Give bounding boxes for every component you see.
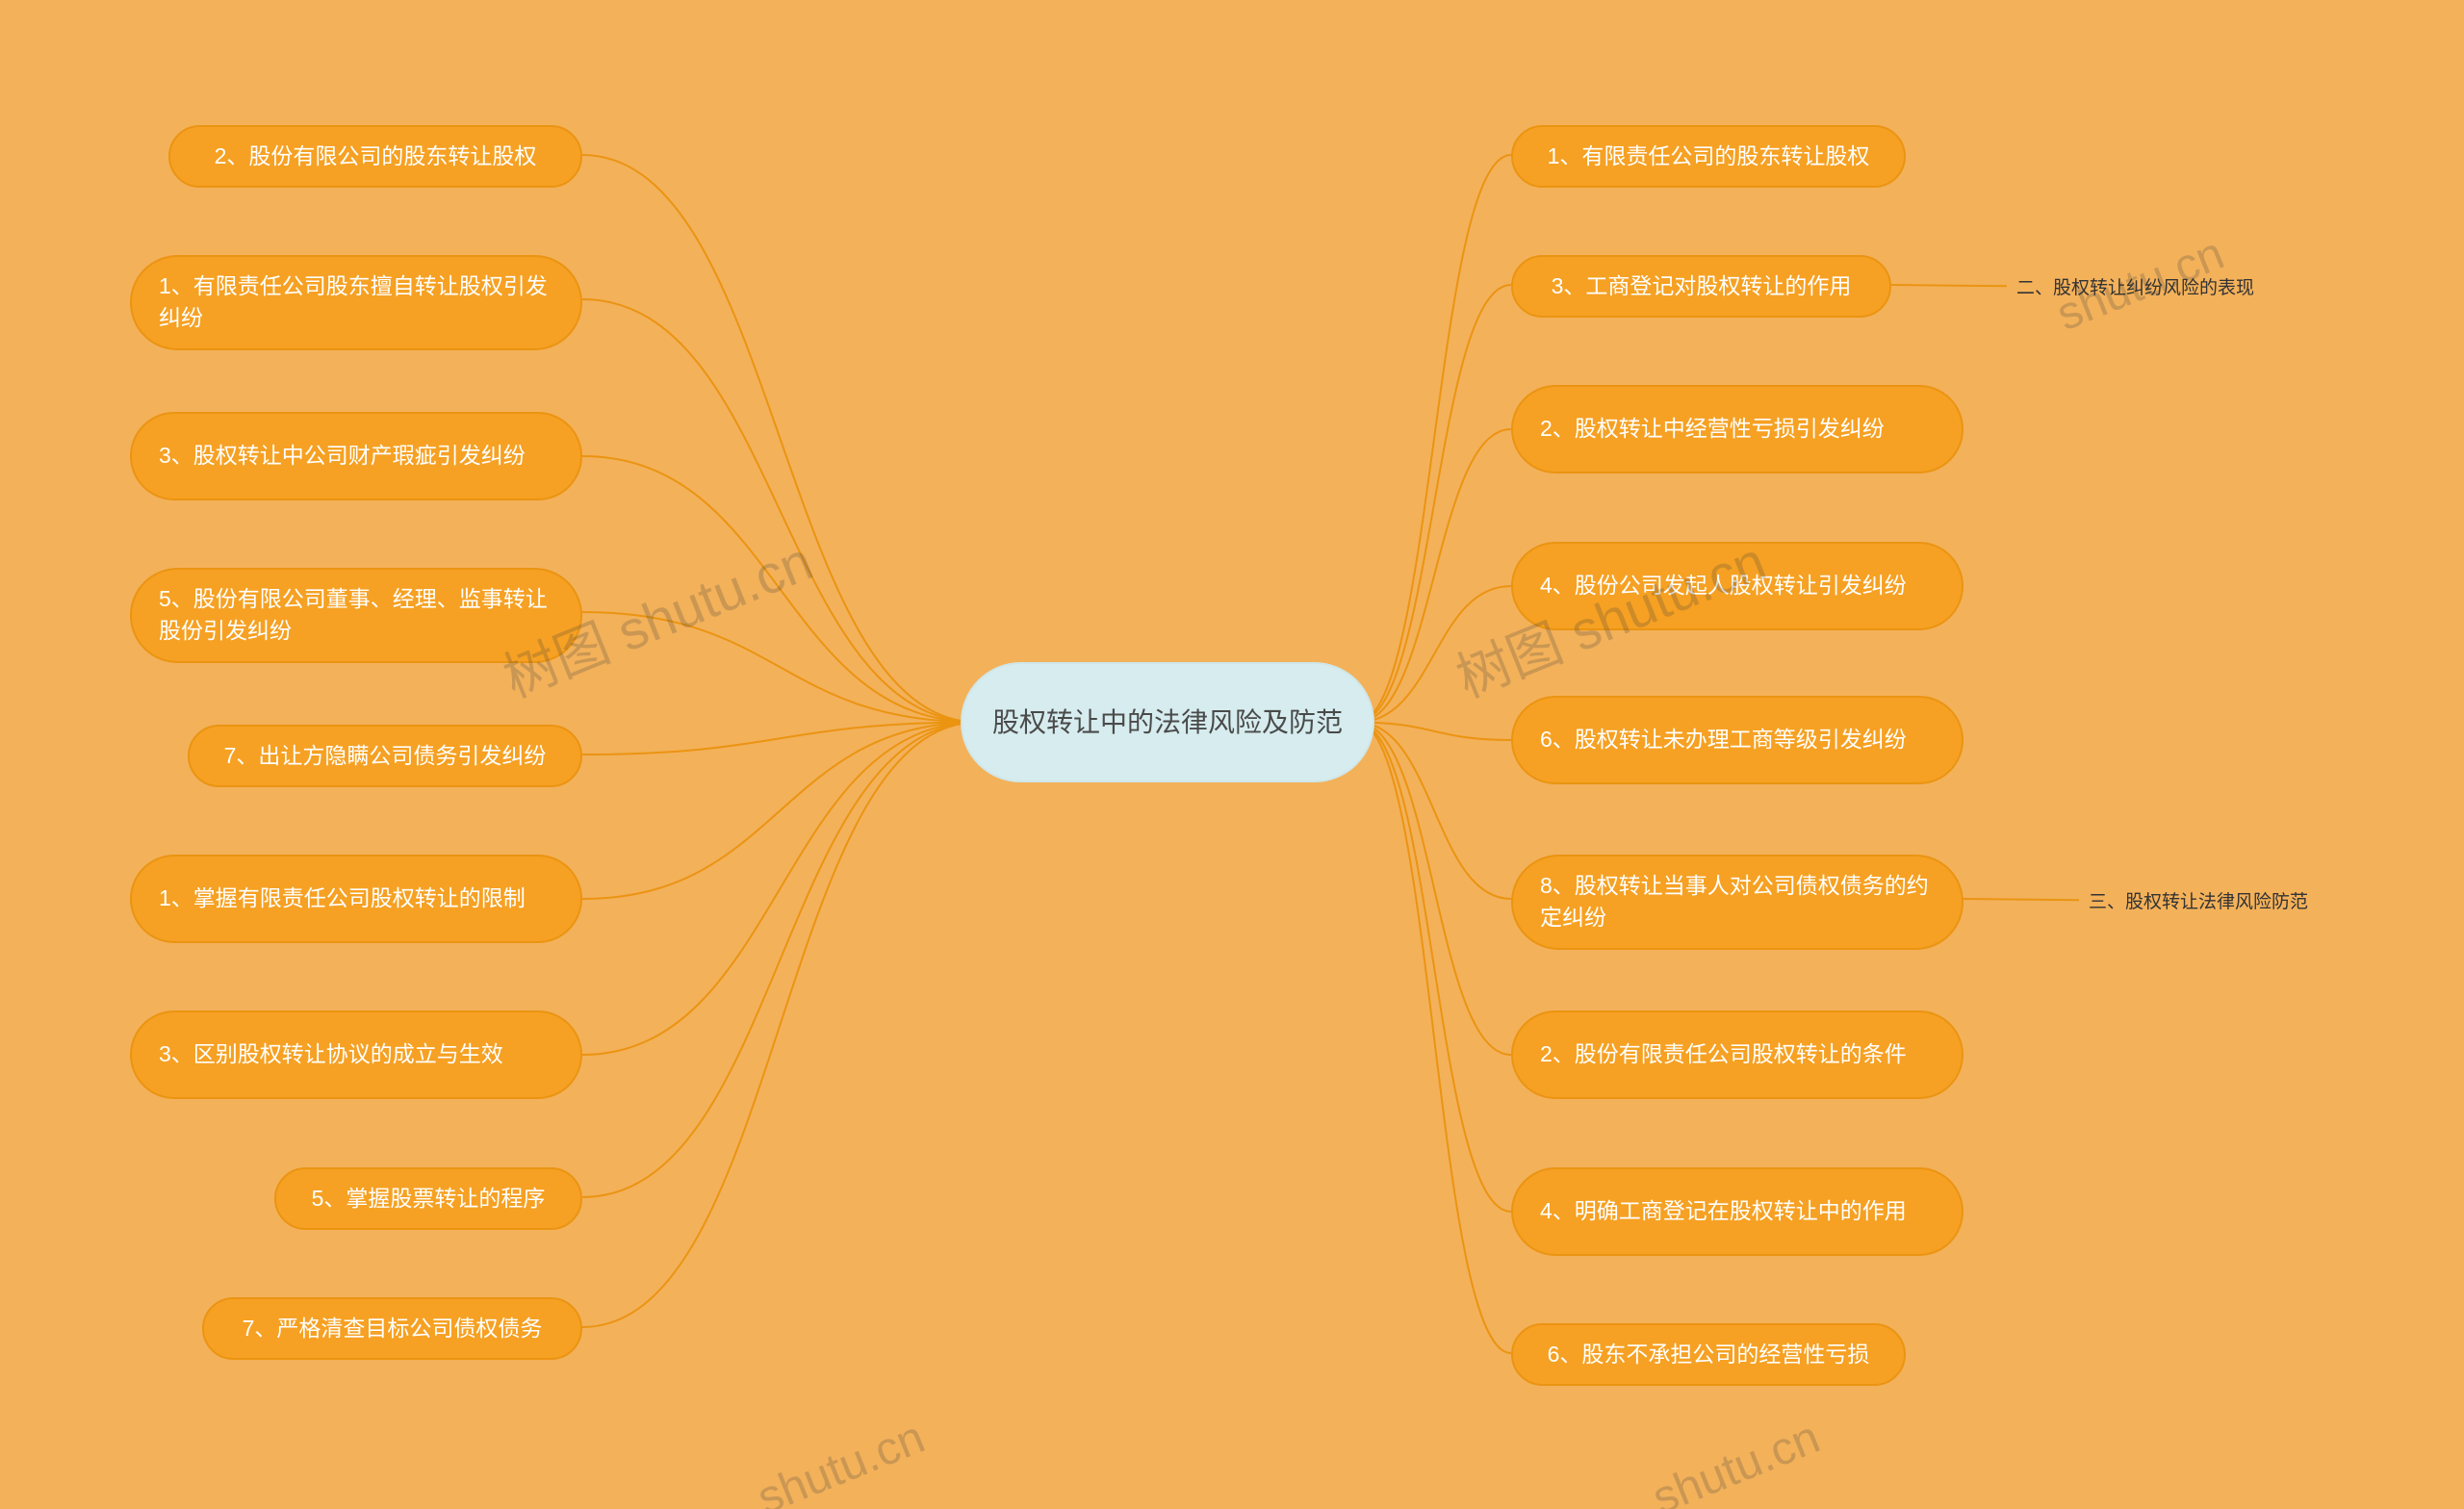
mindmap-canvas: 股权转让中的法律风险及防范 2、股份有限公司的股东转让股权 1、有限责任公司股东擅自… — [0, 0, 2464, 1509]
node-label: 5、股份有限公司董事、经理、监事转让股份引发纠纷 — [159, 583, 553, 648]
node-label: 6、股权转让未办理工商等级引发纠纷 — [1540, 724, 1907, 755]
connector — [1964, 899, 2079, 900]
connector — [1357, 429, 1511, 723]
node-label: 3、股权转让中公司财产瑕疵引发纠纷 — [159, 440, 526, 472]
node-label: 2、股份有限公司的股东转让股权 — [215, 141, 537, 172]
mindmap-node[interactable]: 3、工商登记对股权转让的作用 — [1511, 255, 1891, 318]
mindmap-node[interactable]: 5、股份有限公司董事、经理、监事转让股份引发纠纷 — [130, 568, 582, 663]
mindmap-node[interactable]: 1、有限责任公司股东擅自转让股权引发纠纷 — [130, 255, 582, 350]
annotation: 三、股权转让法律风险防范 — [2089, 887, 2308, 913]
connector — [1357, 723, 1511, 741]
node-label: 7、出让方隐瞒公司债务引发纠纷 — [224, 740, 547, 772]
mindmap-node[interactable]: 5、掌握股票转让的程序 — [274, 1167, 582, 1230]
mindmap-node[interactable]: 2、股权转让中经营性亏损引发纠纷 — [1511, 385, 1964, 473]
node-label: 3、区别股权转让协议的成立与生效 — [159, 1038, 503, 1070]
mindmap-node[interactable]: 2、股份有限公司的股东转让股权 — [168, 125, 582, 188]
node-label: 1、掌握有限责任公司股权转让的限制 — [159, 882, 526, 914]
mindmap-node[interactable]: 1、有限责任公司的股东转让股权 — [1511, 125, 1906, 188]
mindmap-node[interactable]: 6、股东不承担公司的经营性亏损 — [1511, 1323, 1906, 1386]
mindmap-node[interactable]: 6、股权转让未办理工商等级引发纠纷 — [1511, 696, 1964, 784]
connector — [1357, 285, 1511, 723]
connector — [1357, 723, 1511, 1354]
connector — [582, 456, 978, 723]
mindmap-node[interactable]: 7、出让方隐瞒公司债务引发纠纷 — [188, 725, 582, 787]
connector — [582, 155, 978, 723]
connector — [582, 723, 978, 1198]
node-label: 7、严格清查目标公司债权债务 — [243, 1313, 543, 1344]
node-label: 1、有限责任公司的股东转让股权 — [1548, 141, 1870, 172]
node-label: 3、工商登记对股权转让的作用 — [1552, 270, 1852, 302]
mindmap-node[interactable]: 1、掌握有限责任公司股权转让的限制 — [130, 855, 582, 943]
mindmap-node[interactable]: 3、区别股权转让协议的成立与生效 — [130, 1010, 582, 1099]
connector — [1891, 285, 2007, 286]
connector — [582, 723, 978, 1056]
central-node[interactable]: 股权转让中的法律风险及防范 — [961, 662, 1374, 782]
connector — [1357, 723, 1511, 1213]
mindmap-node[interactable]: 3、股权转让中公司财产瑕疵引发纠纷 — [130, 412, 582, 500]
node-label: 1、有限责任公司股东擅自转让股权引发纠纷 — [159, 270, 553, 335]
node-label: 6、股东不承担公司的经营性亏损 — [1548, 1339, 1870, 1370]
connector — [582, 723, 978, 900]
mindmap-node[interactable]: 4、股份公司发起人股权转让引发纠纷 — [1511, 542, 1964, 630]
mindmap-node[interactable]: 8、股权转让当事人对公司债权债务的约定纠纷 — [1511, 855, 1964, 950]
node-label: 8、股权转让当事人对公司债权债务的约定纠纷 — [1540, 870, 1935, 934]
annotation: 二、股权转让纠纷风险的表现 — [2016, 273, 2254, 299]
connector — [582, 612, 978, 723]
node-label: 2、股权转让中经营性亏损引发纠纷 — [1540, 413, 1885, 445]
node-label: 4、股份公司发起人股权转让引发纠纷 — [1540, 570, 1907, 601]
node-label: 股权转让中的法律风险及防范 — [992, 702, 1343, 743]
connector — [582, 299, 978, 723]
node-label: 2、股份有限责任公司股权转让的条件 — [1540, 1038, 1907, 1070]
mindmap-node[interactable]: 4、明确工商登记在股权转让中的作用 — [1511, 1167, 1964, 1256]
mindmap-node[interactable]: 7、严格清查目标公司债权债务 — [202, 1297, 582, 1360]
mindmap-node[interactable]: 2、股份有限责任公司股权转让的条件 — [1511, 1010, 1964, 1099]
node-label: 5、掌握股票转让的程序 — [312, 1183, 546, 1215]
connector — [1357, 723, 1511, 900]
connector — [582, 723, 978, 1328]
connector — [1357, 723, 1511, 1056]
node-label: 4、明确工商登记在股权转让中的作用 — [1540, 1195, 1907, 1227]
